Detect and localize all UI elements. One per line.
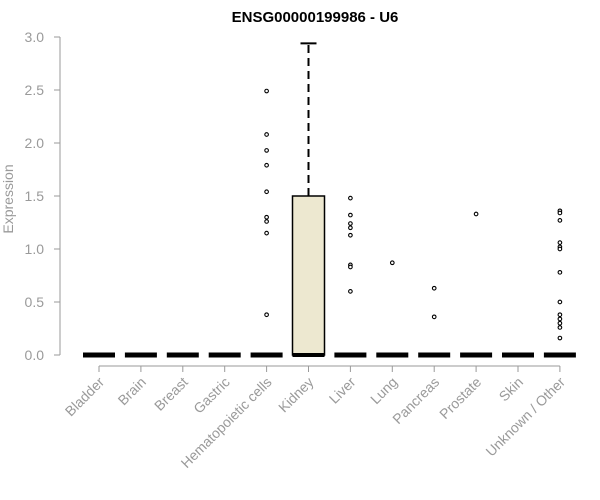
box-group	[460, 211, 493, 358]
outlier-point	[473, 211, 479, 217]
outlier-point	[264, 88, 269, 94]
box-group	[543, 208, 576, 358]
x-tick-label: Kidney	[275, 374, 317, 416]
outlier-point	[348, 225, 353, 231]
outlier-point	[348, 264, 353, 270]
outlier-point	[557, 325, 563, 330]
x-tick-label: Skin	[496, 374, 527, 405]
outlier-point	[348, 212, 353, 218]
outlier-point	[348, 232, 353, 238]
outlier-point	[431, 285, 437, 291]
y-tick-label: 1.0	[25, 241, 45, 257]
outlier-point	[264, 189, 269, 195]
x-tick-label: Breast	[151, 374, 191, 414]
outlier-point	[557, 240, 563, 245]
outlier-point	[348, 195, 353, 201]
y-tick-label: 0.0	[25, 347, 45, 363]
y-axis: 0.0 0.5 1.0 1.5 2.0 2.5 3.0	[25, 29, 61, 363]
outlier-point	[431, 314, 437, 320]
y-tick-label: 3.0	[25, 29, 45, 45]
box-group	[376, 260, 409, 358]
x-tick-label: Prostate	[436, 374, 484, 422]
x-tick-label: Unknown / Other	[482, 374, 568, 460]
outlier-point	[557, 316, 563, 322]
outlier-point	[264, 148, 269, 153]
y-tick-label: 0.5	[25, 294, 45, 310]
y-tick-label: 2.5	[25, 82, 45, 98]
outlier-point	[348, 289, 353, 294]
outlier-point	[557, 210, 563, 216]
y-axis-label: Expression	[0, 164, 16, 233]
outlier-point	[557, 246, 563, 252]
outlier-point	[557, 269, 563, 275]
outlier-point	[557, 312, 563, 318]
boxes	[83, 42, 576, 358]
outlier-point	[264, 312, 269, 318]
outlier-point	[557, 335, 563, 341]
box-rect	[291, 195, 326, 356]
outlier-point	[557, 218, 563, 223]
x-tick-label: Bladder	[62, 374, 108, 420]
box-group	[291, 42, 326, 357]
outlier-point	[264, 132, 269, 137]
y-tick-label: 1.5	[25, 188, 45, 204]
outlier-point	[348, 221, 353, 226]
outlier-point	[557, 299, 563, 305]
outlier-point	[264, 230, 269, 236]
outlier-point	[557, 320, 563, 326]
box-group	[418, 285, 451, 358]
outlier-point	[264, 162, 269, 168]
chart-title: ENSG00000199986 - U6	[232, 9, 399, 26]
outlier-point	[264, 214, 269, 220]
box-group	[334, 195, 367, 358]
outlier-point	[389, 260, 395, 266]
x-tick-label: Brain	[115, 374, 149, 408]
x-tick-label: Pancreas	[389, 374, 442, 427]
y-tick-label: 2.0	[25, 135, 45, 151]
x-tick-label: Liver	[326, 374, 359, 407]
x-tick-label: Lung	[367, 374, 400, 407]
box-group	[250, 88, 283, 358]
outlier-point	[264, 219, 269, 224]
